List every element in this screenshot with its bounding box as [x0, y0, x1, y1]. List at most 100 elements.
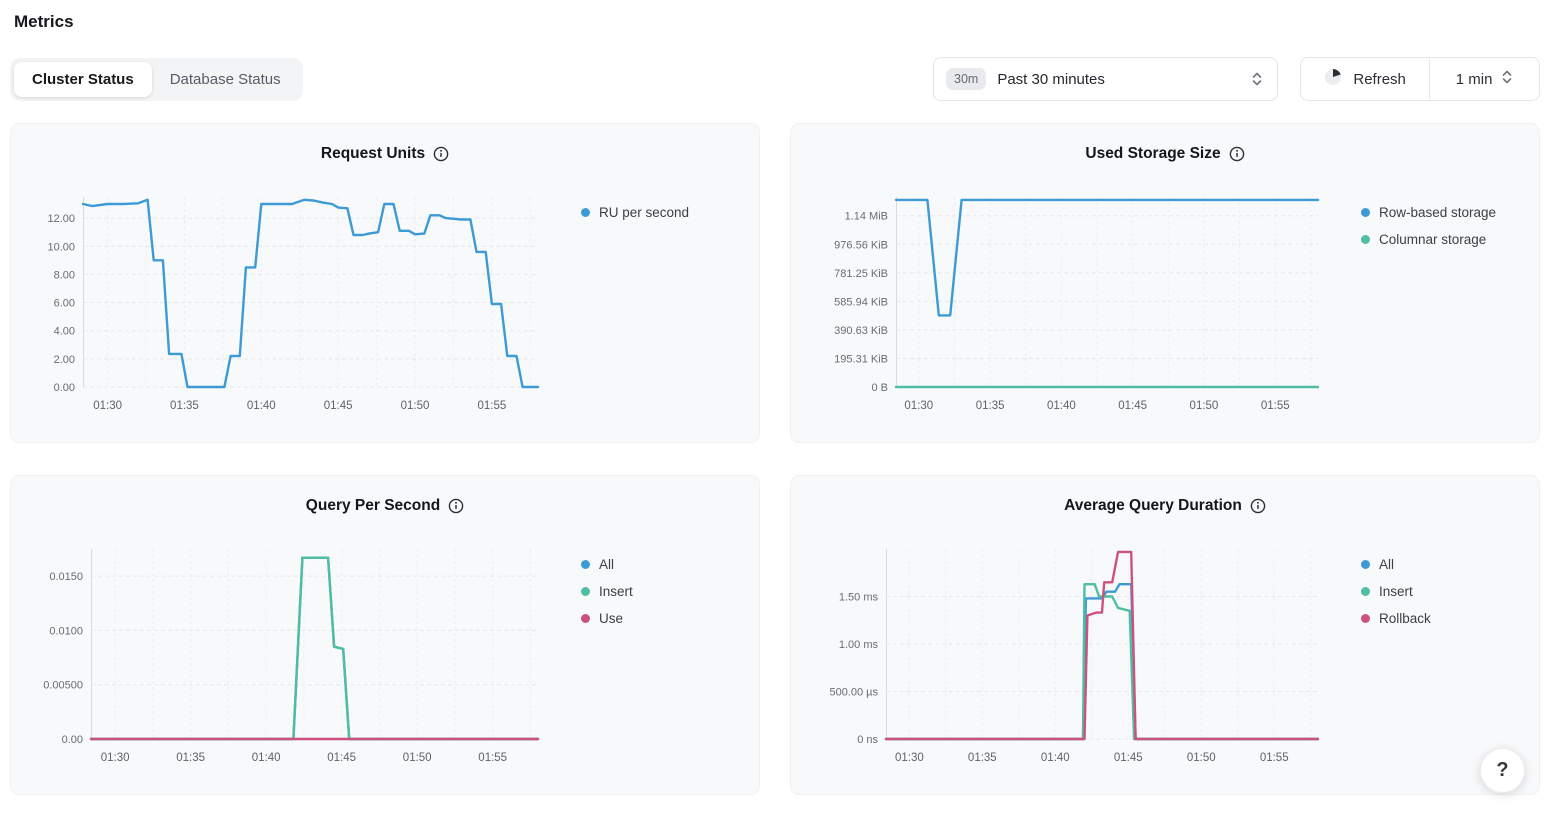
- time-range-badge: 30m: [946, 68, 986, 90]
- series-line: [91, 558, 538, 739]
- legend-label: Rollback: [1379, 611, 1431, 626]
- legend-label: All: [1379, 557, 1394, 572]
- x-tick-label: 01:55: [478, 752, 507, 764]
- x-tick-label: 01:35: [968, 752, 997, 764]
- refresh-interval-select[interactable]: 1 min: [1430, 58, 1539, 100]
- x-tick-label: 01:45: [1114, 752, 1143, 764]
- y-tick-label: 0.00: [54, 382, 75, 394]
- y-tick-label: 0 ns: [857, 734, 878, 746]
- legend-dot: [1361, 560, 1370, 569]
- tab-cluster-status[interactable]: Cluster Status: [14, 62, 152, 97]
- legend-item[interactable]: Row-based storage: [1361, 199, 1496, 226]
- chart-title: Used Storage Size: [1085, 145, 1220, 163]
- x-tick-label: 01:30: [904, 400, 933, 412]
- x-tick-label: 01:50: [401, 400, 430, 412]
- x-tick-label: 01:55: [1261, 400, 1290, 412]
- x-tick-label: 01:40: [1041, 752, 1070, 764]
- refresh-interval-value: 1 min: [1456, 71, 1493, 88]
- info-icon[interactable]: [448, 498, 464, 514]
- x-tick-label: 01:45: [1118, 400, 1147, 412]
- legend-label: Insert: [1379, 584, 1413, 599]
- y-tick-label: 1.14 MiB: [845, 211, 888, 223]
- x-tick-label: 01:30: [101, 752, 130, 764]
- x-tick-label: 01:40: [1047, 400, 1076, 412]
- legend-item[interactable]: Rollback: [1361, 605, 1431, 632]
- x-tick-label: 01:40: [252, 752, 281, 764]
- chart-title-row: Average Query Duration: [791, 495, 1539, 517]
- legend-label: Row-based storage: [1379, 205, 1496, 220]
- legend-dot: [581, 587, 590, 596]
- y-tick-label: 585.94 KiB: [834, 296, 888, 308]
- legend-item[interactable]: Use: [581, 605, 633, 632]
- x-tick-label: 01:40: [247, 400, 276, 412]
- series-line: [896, 200, 1318, 316]
- y-tick-label: 1.00 ms: [839, 639, 879, 651]
- chart-card-average-query-duration: Average Query Duration 0 ns 500.00 µs 1.00…: [790, 475, 1540, 795]
- x-tick-label: 01:55: [477, 400, 506, 412]
- help-button[interactable]: ?: [1480, 748, 1525, 793]
- y-tick-label: 0.00: [62, 734, 83, 746]
- y-tick-label: 2.00: [54, 354, 75, 366]
- tab-database-status[interactable]: Database Status: [152, 62, 299, 97]
- y-tick-label: 500.00 µs: [829, 687, 878, 699]
- x-tick-label: 01:55: [1260, 752, 1289, 764]
- y-tick-label: 1.50 ms: [839, 592, 879, 604]
- y-tick-label: 0.00500: [43, 680, 83, 692]
- info-icon[interactable]: [1229, 146, 1245, 162]
- legend-dot: [1361, 235, 1370, 244]
- chart-legend: RU per second: [581, 191, 689, 423]
- info-icon[interactable]: [433, 146, 449, 162]
- y-tick-label: 10.00: [47, 241, 75, 253]
- x-tick-label: 01:50: [403, 752, 432, 764]
- chart-title: Average Query Duration: [1064, 497, 1242, 515]
- chart-title-row: Request Units: [11, 143, 759, 165]
- legend-label: Use: [599, 611, 623, 626]
- refresh-button[interactable]: Refresh: [1301, 58, 1430, 100]
- legend-label: All: [599, 557, 614, 572]
- chart-legend: All Insert Use: [581, 543, 633, 775]
- info-icon[interactable]: [1250, 498, 1266, 514]
- legend-item[interactable]: All: [1361, 551, 1431, 578]
- chart-plot[interactable]: 0 ns 500.00 µs 1.00 ms 1.50 ms 01:30 01:35 01:…: [801, 543, 1331, 775]
- legend-item[interactable]: Insert: [1361, 578, 1431, 605]
- chart-card-query-per-second: Query Per Second 0.00 0.00500 0.0100 0.0150…: [10, 475, 760, 795]
- y-tick-label: 4.00: [54, 326, 75, 338]
- series-line: [91, 558, 538, 739]
- legend-dot: [1361, 614, 1370, 623]
- y-tick-label: 0.0100: [49, 625, 83, 637]
- x-tick-label: 01:30: [93, 400, 122, 412]
- chart-legend: All Insert Rollback: [1361, 543, 1431, 775]
- y-tick-label: 0 B: [871, 382, 888, 394]
- x-tick-label: 01:50: [1190, 400, 1219, 412]
- legend-label: Columnar storage: [1379, 232, 1486, 247]
- legend-item[interactable]: RU per second: [581, 199, 689, 226]
- chart-legend: Row-based storage Columnar storage: [1361, 191, 1496, 423]
- y-tick-label: 390.63 KiB: [834, 325, 888, 337]
- chart-title-row: Used Storage Size: [791, 143, 1539, 165]
- refresh-control: Refresh 1 min: [1300, 57, 1540, 101]
- refresh-progress-icon: [1324, 68, 1342, 91]
- chart-title-row: Query Per Second: [11, 495, 759, 517]
- legend-item[interactable]: Insert: [581, 578, 633, 605]
- time-range-value: Past 30 minutes: [997, 71, 1105, 88]
- y-tick-label: 0.0150: [49, 571, 83, 583]
- x-tick-label: 01:30: [895, 752, 924, 764]
- toolbar-controls: 30m Past 30 minutes Refresh 1 min: [933, 57, 1540, 101]
- legend-label: Insert: [599, 584, 633, 599]
- legend-item[interactable]: All: [581, 551, 633, 578]
- legend-dot: [581, 560, 590, 569]
- time-range-select[interactable]: 30m Past 30 minutes: [933, 57, 1278, 101]
- y-tick-label: 781.25 KiB: [834, 268, 888, 280]
- legend-dot: [1361, 587, 1370, 596]
- legend-dot: [581, 614, 590, 623]
- legend-item[interactable]: Columnar storage: [1361, 226, 1496, 253]
